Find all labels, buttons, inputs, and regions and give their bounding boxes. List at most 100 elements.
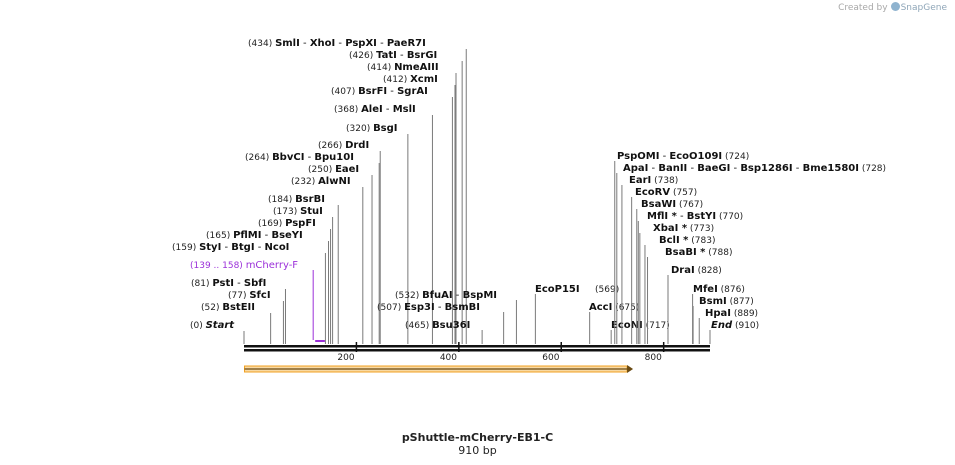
enzyme-name[interactable]: BseYI (271, 230, 302, 241)
enzyme-name[interactable]: End (711, 320, 733, 331)
left-label-row[interactable]: (434) SmlI - XhoI - PspXI - PaeR7I (248, 38, 426, 49)
enzyme-name[interactable]: BsrFI (358, 86, 387, 97)
right-label-row[interactable]: DraI (828) (671, 265, 722, 276)
enzyme-name[interactable]: EarI (629, 175, 651, 186)
middle-label-row[interactable]: EcoNI (717) (611, 320, 670, 331)
enzyme-name[interactable]: AccI (589, 302, 612, 313)
left-label-row[interactable]: (173) StuI (273, 206, 323, 217)
enzyme-name[interactable]: EcoP15I (535, 284, 580, 295)
enzyme-name[interactable]: BclI * (659, 235, 689, 246)
enzyme-name[interactable]: XcmI (410, 74, 438, 85)
enzyme-name[interactable]: PaeR7I (387, 38, 426, 49)
left-label-row[interactable]: (368) AleI - MslI (334, 104, 416, 115)
middle-label-row[interactable]: (569) (595, 285, 619, 295)
enzyme-name[interactable]: Bsu36I (432, 320, 470, 331)
middle-label-row[interactable]: EcoP15I (535, 284, 580, 295)
enzyme-name[interactable]: MflI * (647, 211, 678, 222)
enzyme-name[interactable]: Bsp1286I (740, 163, 792, 174)
enzyme-name[interactable]: SfcI (249, 290, 270, 301)
enzyme-name[interactable]: BsrGI (407, 50, 437, 61)
enzyme-name[interactable]: MfeI (693, 284, 718, 295)
enzyme-name[interactable]: AlwNI (318, 176, 351, 187)
enzyme-name[interactable]: BspMI (463, 290, 497, 301)
left-label-row[interactable]: (407) BsrFI - SgrAI (331, 86, 428, 97)
right-label-row[interactable]: BclI * (783) (659, 235, 715, 246)
left-label-row[interactable]: (52) BstEII (201, 302, 255, 313)
enzyme-name[interactable]: Bpu10I (314, 152, 354, 163)
right-label-row[interactable]: BsaWI (767) (641, 199, 703, 210)
right-label-row[interactable]: MfeI (876) (693, 284, 745, 295)
left-label-row[interactable]: (77) SfcI (228, 290, 271, 301)
enzyme-name[interactable]: SgrAI (397, 86, 428, 97)
enzyme-name[interactable]: EaeI (335, 164, 359, 175)
enzyme-name[interactable]: PflMI (233, 230, 261, 241)
enzyme-name[interactable]: XhoI (310, 38, 335, 49)
enzyme-name[interactable]: SbfI (244, 278, 266, 289)
enzyme-name[interactable]: NmeAIII (394, 62, 438, 73)
enzyme-name[interactable]: HpaI (705, 308, 731, 319)
middle-label-row[interactable]: (465) Bsu36I (405, 320, 470, 331)
enzyme-name[interactable]: BsmI (699, 296, 727, 307)
enzyme-name[interactable]: EcoO109I (669, 151, 722, 162)
middle-label-row[interactable]: (507) Esp3I - BsmBI (377, 302, 480, 313)
enzyme-name[interactable]: StyI (199, 242, 221, 253)
enzyme-name[interactable]: StuI (300, 206, 323, 217)
enzyme-name[interactable]: BanII (658, 163, 687, 174)
left-label-row[interactable]: (320) BsgI (346, 123, 398, 134)
right-label-row[interactable]: XbaI * (773) (653, 223, 714, 234)
right-label-row[interactable]: HpaI (889) (705, 308, 758, 319)
enzyme-name[interactable]: ApaI (623, 163, 648, 174)
right-label-row[interactable]: ApaI - BanII - BaeGI - Bsp1286I - Bme158… (623, 163, 886, 174)
left-label-row[interactable]: (264) BbvCI - Bpu10I (245, 152, 354, 163)
enzyme-name[interactable]: EcoNI (611, 320, 643, 331)
enzyme-name[interactable]: NcoI (265, 242, 290, 253)
enzyme-name[interactable]: PspFI (285, 218, 316, 229)
enzyme-name[interactable]: EcoRV (635, 187, 670, 198)
enzyme-name[interactable]: Bme1580I (803, 163, 859, 174)
enzyme-name[interactable]: SmlI (275, 38, 300, 49)
left-label-row[interactable]: (250) EaeI (308, 164, 359, 175)
enzyme-name[interactable]: BstEII (222, 302, 255, 313)
left-label-row[interactable]: (414) NmeAIII (367, 62, 439, 73)
right-label-row[interactable]: EcoRV (757) (635, 187, 697, 198)
feature-mcherry-f-label[interactable]: (139 .. 158) mCherry-F (190, 260, 298, 271)
right-label-row[interactable]: EarI (738) (629, 175, 678, 186)
enzyme-name[interactable]: PspXI (345, 38, 377, 49)
enzyme-name[interactable]: DraI (671, 265, 695, 276)
enzyme-name[interactable]: AleI (361, 104, 383, 115)
enzyme-name[interactable]: BsaBI * (665, 247, 706, 258)
left-label-row[interactable]: (184) BsrBI (268, 194, 325, 205)
enzyme-name[interactable]: BbvCI (272, 152, 304, 163)
enzyme-name[interactable]: MslI (393, 104, 416, 115)
enzyme-name[interactable]: BsaWI (641, 199, 676, 210)
enzyme-name[interactable]: BfuAI (422, 290, 453, 301)
left-label-row[interactable]: (165) PflMI - BseYI (206, 230, 303, 241)
right-label-row[interactable]: End (910) (711, 320, 759, 331)
left-label-row[interactable]: (266) DrdI (318, 140, 369, 151)
enzyme-name[interactable]: BsrBI (295, 194, 325, 205)
enzyme-name[interactable]: PstI (212, 278, 234, 289)
enzyme-name[interactable]: XbaI * (653, 223, 688, 234)
left-label-row[interactable]: (0) Start (190, 320, 235, 331)
left-label-row[interactable]: (412) XcmI (383, 74, 438, 85)
enzyme-name[interactable]: BstYI (687, 211, 716, 222)
enzyme-name[interactable]: Esp3I (404, 302, 435, 313)
middle-label-row[interactable]: (532) BfuAI - BspMI (395, 290, 497, 301)
right-label-row[interactable]: BsmI (877) (699, 296, 754, 307)
right-label-row[interactable]: BsaBI * (788) (665, 247, 732, 258)
enzyme-name[interactable]: BsmBI (445, 302, 480, 313)
middle-label-row[interactable]: AccI (675) (589, 302, 639, 313)
enzyme-name[interactable]: BaeGI (697, 163, 730, 174)
right-label-row[interactable]: MflI * - BstYI (770) (647, 211, 743, 222)
left-label-row[interactable]: (169) PspFI (258, 218, 316, 229)
enzyme-name[interactable]: BsgI (373, 123, 397, 134)
right-label-row[interactable]: PspOMI - EcoO109I (724) (617, 151, 749, 162)
left-label-row[interactable]: (426) TatI - BsrGI (349, 50, 437, 61)
left-label-row[interactable]: (159) StyI - BtgI - NcoI (172, 242, 289, 253)
enzyme-name[interactable]: PspOMI (617, 151, 659, 162)
left-label-row[interactable]: (232) AlwNI (291, 176, 351, 187)
left-label-row[interactable]: (81) PstI - SbfI (191, 278, 266, 289)
enzyme-name[interactable]: DrdI (345, 140, 369, 151)
enzyme-name[interactable]: BtgI (231, 242, 254, 253)
enzyme-name[interactable]: Start (206, 320, 236, 331)
